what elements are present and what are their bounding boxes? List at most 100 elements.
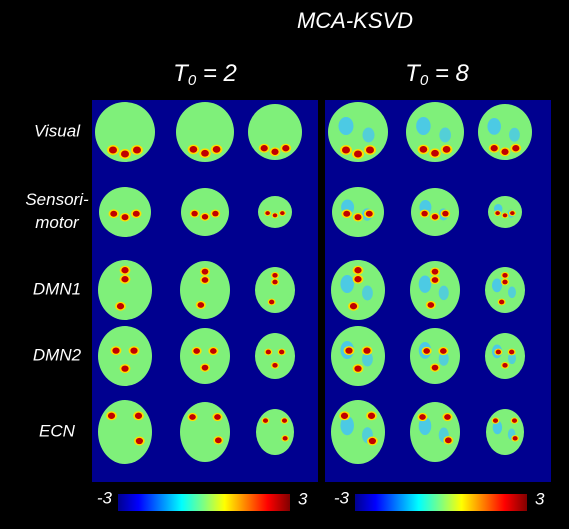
brain-blob bbox=[431, 268, 439, 275]
brain-blob bbox=[354, 365, 362, 372]
brain-blob bbox=[280, 211, 285, 216]
brain-blob bbox=[271, 148, 279, 155]
brain-blob bbox=[427, 302, 435, 308]
colorbar-max-label: 3 bbox=[535, 489, 545, 508]
colorbar bbox=[118, 494, 290, 511]
brain-blob bbox=[121, 276, 129, 283]
brain-blob bbox=[510, 211, 515, 216]
brain-blob bbox=[502, 279, 508, 285]
brain-blob bbox=[418, 417, 432, 435]
brain-blob bbox=[201, 277, 209, 283]
brain-blob bbox=[354, 276, 362, 283]
brain-blob bbox=[440, 348, 447, 354]
column-symbol: T bbox=[405, 60, 422, 87]
brain-slice bbox=[410, 261, 460, 319]
brain-blob bbox=[116, 303, 125, 310]
brain-slice bbox=[258, 196, 292, 228]
brain-maps bbox=[95, 102, 532, 464]
brain-slice bbox=[180, 328, 230, 384]
brain-slice bbox=[488, 196, 522, 228]
brain-blob bbox=[132, 210, 140, 217]
brain-blob bbox=[262, 418, 269, 423]
brain-slice bbox=[332, 187, 384, 237]
brain-blob bbox=[508, 286, 516, 299]
brain-slice bbox=[98, 400, 152, 464]
figure-title: MCA-KSVD bbox=[297, 8, 413, 33]
brain-blob bbox=[121, 214, 129, 221]
brain-blob bbox=[509, 127, 520, 142]
colorbar-max-label: 3 bbox=[298, 489, 308, 508]
brain-blob bbox=[431, 149, 439, 157]
brain-blob bbox=[133, 146, 141, 154]
brain-blob bbox=[502, 213, 508, 218]
column-rest: = 2 bbox=[196, 60, 237, 87]
brain-blob bbox=[212, 210, 219, 217]
brain-blob bbox=[282, 436, 288, 441]
brain-blob bbox=[502, 273, 508, 278]
brain-blob bbox=[272, 363, 278, 368]
brain-slice bbox=[331, 400, 385, 464]
brain-blob bbox=[121, 150, 129, 158]
column-subscript: 0 bbox=[420, 72, 429, 89]
brain-blob bbox=[509, 349, 515, 355]
brain-blob bbox=[501, 148, 509, 155]
brain-blob bbox=[512, 145, 520, 152]
brain-blob bbox=[354, 150, 362, 158]
brain-blob bbox=[201, 149, 209, 157]
brain-slice bbox=[180, 261, 230, 319]
brain-blob bbox=[340, 275, 354, 293]
brain-blob bbox=[416, 117, 431, 135]
brain-blob bbox=[272, 213, 278, 218]
brain-blob bbox=[495, 211, 500, 216]
brain-blob bbox=[421, 210, 428, 217]
brain-blob bbox=[419, 146, 428, 153]
brain-slice bbox=[255, 333, 295, 379]
brain-blob bbox=[431, 364, 439, 371]
brain-blob bbox=[269, 299, 275, 305]
brain-blob bbox=[362, 351, 373, 367]
brain-slice bbox=[331, 260, 385, 320]
column-header: T0 = 8 bbox=[405, 60, 469, 89]
brain-blob bbox=[340, 412, 349, 419]
brain-slice bbox=[485, 333, 525, 379]
brain-blob bbox=[512, 436, 518, 441]
brain-blob bbox=[354, 214, 362, 221]
brain-blob bbox=[272, 279, 278, 285]
brain-blob bbox=[279, 349, 285, 355]
brain-blob bbox=[342, 146, 350, 154]
row-label: Visual bbox=[34, 121, 81, 140]
brain-blob bbox=[367, 412, 376, 419]
brain-blob bbox=[265, 349, 272, 355]
brain-blob bbox=[362, 127, 375, 143]
brain-slice bbox=[255, 267, 295, 313]
brain-blob bbox=[362, 285, 373, 301]
brain-blob bbox=[502, 363, 508, 368]
brain-blob bbox=[492, 278, 502, 293]
brain-blob bbox=[121, 365, 129, 372]
brain-blob bbox=[135, 437, 143, 445]
brain-slice bbox=[99, 187, 151, 237]
brain-blob bbox=[197, 302, 205, 308]
brain-blob bbox=[109, 146, 117, 154]
brain-blob bbox=[212, 146, 221, 153]
brain-blob bbox=[499, 299, 505, 305]
brain-slice bbox=[256, 409, 294, 455]
brain-blob bbox=[438, 351, 449, 366]
brain-blob bbox=[340, 416, 354, 436]
brain-blob bbox=[130, 347, 138, 354]
brain-blob bbox=[110, 210, 118, 217]
brain-blob bbox=[365, 210, 373, 217]
brain-slice bbox=[410, 328, 460, 384]
brain-blob bbox=[419, 414, 426, 420]
brain-blob bbox=[438, 285, 449, 301]
brain-blob bbox=[214, 414, 221, 420]
brain-blob bbox=[201, 364, 209, 371]
row-label: Sensori- bbox=[25, 190, 89, 209]
brain-blob bbox=[189, 146, 198, 153]
brain-slice bbox=[410, 402, 460, 462]
brain-slice bbox=[486, 409, 524, 455]
brain-slice bbox=[98, 260, 152, 320]
brain-slice bbox=[331, 326, 385, 386]
brain-blob bbox=[368, 437, 376, 445]
